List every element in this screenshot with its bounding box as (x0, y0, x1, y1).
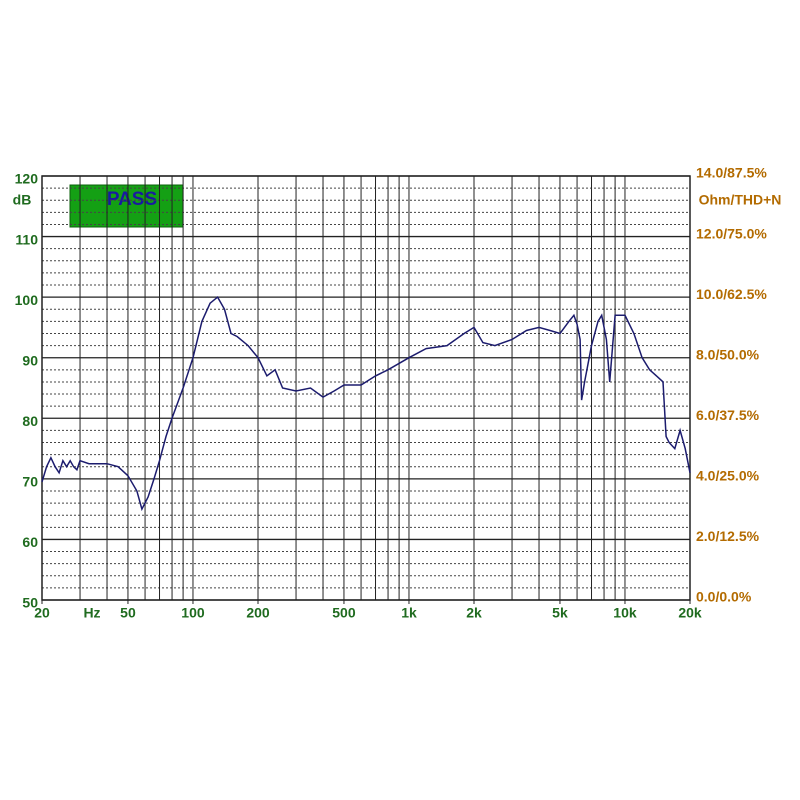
y-tick-label: 60 (22, 534, 38, 550)
y2-tick-label: 10.0/62.5% (696, 286, 767, 302)
x-tick-label: 500 (332, 605, 356, 621)
annotation: PASS (107, 189, 157, 210)
y2-axis-label: Ohm/THD+N (699, 192, 782, 208)
x-tick-label: 20k (678, 605, 702, 621)
x-tick-label: 100 (181, 605, 205, 621)
x-tick-label: 20 (34, 605, 50, 621)
x-tick-label: 10k (613, 605, 637, 621)
y-tick-label: 70 (22, 474, 38, 490)
x-tick-label: 200 (246, 605, 270, 621)
pass-badge (69, 184, 184, 228)
plot-border (41, 175, 691, 601)
y2-tick-label: 6.0/37.5% (696, 407, 760, 423)
x-tick-label: 50 (120, 605, 136, 621)
y-tick-label: 120 (15, 171, 39, 187)
x-tick-label: 1k (401, 605, 417, 621)
y2-tick-label: 8.0/50.0% (696, 346, 760, 362)
y2-tick-label: 0.0/0.0% (696, 589, 752, 605)
y-tick-label: 50 (22, 595, 38, 611)
y2-tick-label: 4.0/25.0% (696, 468, 760, 484)
y2-tick-label: 2.0/12.5% (696, 528, 760, 544)
y2-tick-label: 14.0/87.5% (696, 165, 767, 181)
y2-tick-label: 12.0/75.0% (696, 225, 767, 241)
y-tick-label: 80 (22, 413, 38, 429)
y-tick-label: 110 (15, 231, 38, 247)
y-axis-label: dB (13, 192, 32, 208)
y-tick-label: 90 (22, 352, 38, 368)
x-tick-label: 2k (466, 605, 482, 621)
x-tick-label: 5k (552, 605, 568, 621)
x-axis-label: Hz (83, 605, 100, 621)
y-tick-label: 100 (15, 292, 39, 308)
response-line (41, 295, 691, 512)
